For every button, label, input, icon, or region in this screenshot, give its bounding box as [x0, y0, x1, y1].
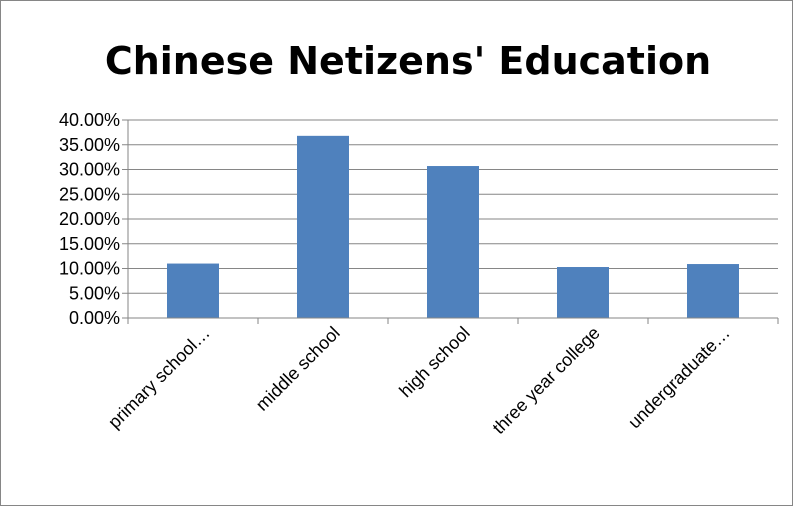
y-tick-label: 10.00% — [59, 259, 120, 279]
y-tick-label: 35.00% — [59, 135, 120, 155]
y-tick-label: 25.00% — [59, 184, 120, 204]
axes — [122, 119, 779, 324]
y-axis-tick-labels: 0.00% 5.00% 10.00% 15.00% 20.00% 25.00% 30.00%… — [59, 110, 120, 328]
y-tick-label: 0.00% — [69, 308, 120, 328]
bar — [687, 264, 739, 318]
y-tick-label: 15.00% — [59, 234, 120, 254]
y-tick-label: 20.00% — [59, 209, 120, 229]
bar — [297, 135, 349, 318]
bar — [427, 166, 479, 318]
bars — [167, 135, 739, 318]
bar — [557, 267, 609, 318]
bar — [167, 263, 219, 318]
chart-title: Chinese Netizens' Education — [105, 39, 711, 83]
y-tick-label: 40.00% — [59, 110, 120, 130]
y-tick-label: 5.00% — [69, 283, 120, 303]
y-tick-label: 30.00% — [59, 160, 120, 180]
